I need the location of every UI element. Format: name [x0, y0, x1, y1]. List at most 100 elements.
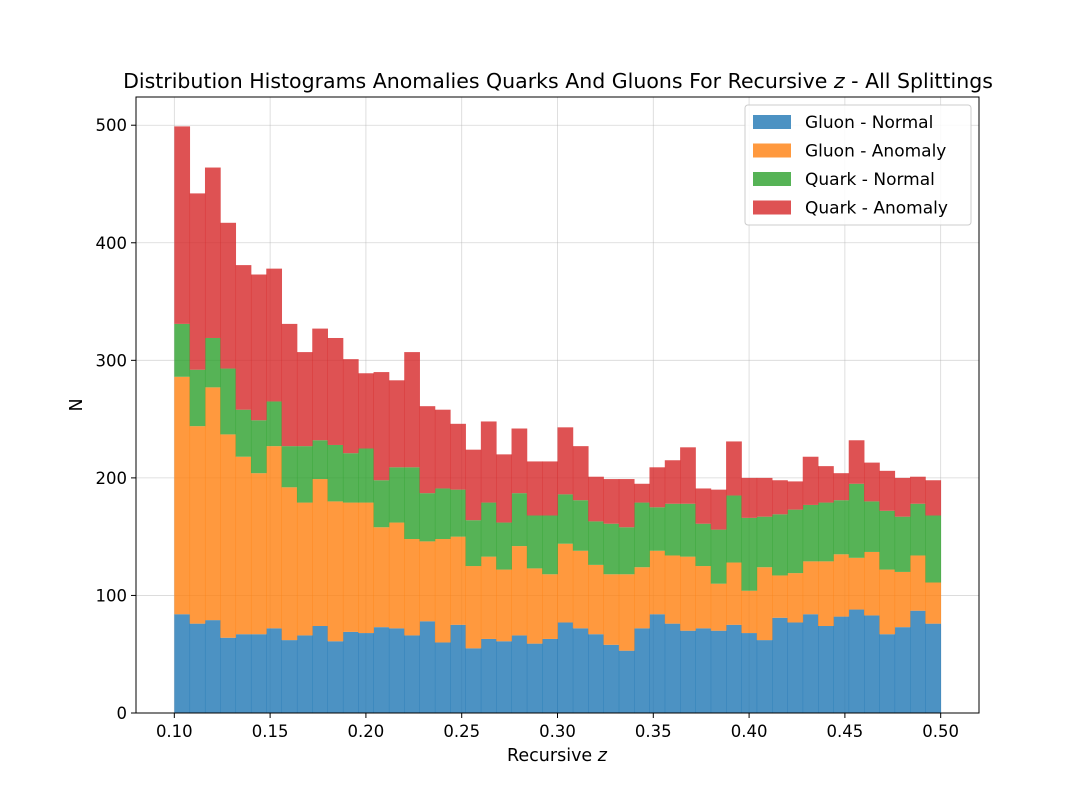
histogram-bar: [235, 409, 252, 457]
histogram-bar: [618, 527, 635, 575]
histogram-bar: [833, 500, 850, 555]
series-quark-normal: [174, 323, 942, 591]
histogram-bar: [388, 380, 405, 468]
histogram-bar: [818, 502, 834, 562]
series-gluon-normal: [174, 609, 942, 713]
histogram-bar: [526, 515, 543, 569]
histogram-bar: [710, 529, 727, 584]
histogram-bar: [373, 480, 390, 528]
y-tick-label: 0: [117, 704, 128, 723]
histogram-bar: [618, 574, 635, 651]
histogram-bar: [434, 539, 451, 643]
histogram-bar: [404, 539, 420, 636]
histogram-bar: [542, 638, 558, 713]
histogram-bar: [434, 642, 451, 713]
histogram-bar: [818, 561, 834, 627]
histogram-bar: [250, 634, 267, 713]
histogram-bar: [772, 617, 788, 713]
x-tick-label: 0.20: [348, 722, 385, 741]
histogram-bar: [342, 453, 359, 503]
histogram-bar: [250, 420, 267, 474]
histogram-bar: [741, 590, 758, 634]
x-tick-label: 0.30: [539, 722, 576, 741]
x-tick-label: 0.45: [827, 722, 864, 741]
histogram-bar: [235, 634, 252, 713]
histogram-bar: [848, 483, 865, 558]
histogram-bar: [818, 626, 834, 713]
histogram-bar: [465, 648, 482, 713]
histogram-bar: [557, 543, 574, 623]
histogram-bar: [373, 372, 390, 481]
histogram-bar: [557, 427, 574, 495]
histogram-bar: [220, 637, 237, 713]
legend-swatch: [753, 143, 791, 158]
histogram-bar: [496, 569, 512, 642]
x-tick-label: 0.25: [443, 722, 480, 741]
histogram-bar: [312, 479, 328, 627]
histogram-bar: [618, 650, 635, 713]
histogram-bar: [879, 470, 896, 511]
x-axis-ticks: 0.10 0.15 0.20 0.25 0.30 0.35 0.40 0.45 0.50: [156, 713, 959, 741]
histogram-bar: [266, 446, 283, 629]
histogram-bar: [542, 461, 558, 516]
histogram-bar: [864, 462, 880, 502]
histogram-bar: [450, 423, 466, 490]
series-gluon-anomaly: [174, 376, 942, 651]
histogram-bar: [388, 522, 405, 629]
histogram-bar: [664, 460, 681, 504]
histogram-bar: [557, 622, 574, 713]
histogram-bar: [189, 193, 206, 370]
histogram-bar: [818, 466, 834, 503]
histogram-bar: [174, 614, 191, 713]
histogram-bar: [465, 566, 482, 649]
y-axis-label: N: [67, 398, 87, 411]
histogram-bar: [741, 517, 758, 591]
histogram-bar: [802, 504, 819, 562]
histogram-bar: [496, 641, 512, 713]
histogram-bar: [465, 520, 482, 567]
histogram-bar: [174, 126, 191, 324]
legend-label: Gluon - Anomaly: [805, 142, 946, 162]
histogram-bar: [864, 615, 880, 713]
histogram-bar: [787, 509, 804, 574]
histogram-bar: [695, 523, 712, 567]
histogram-bar: [680, 447, 696, 504]
legend-frame: [744, 104, 972, 226]
histogram-bar: [756, 516, 773, 568]
histogram-bar: [787, 622, 804, 713]
histogram-bar: [879, 634, 896, 713]
histogram-bar: [649, 467, 666, 508]
histogram-bar: [603, 574, 620, 645]
histogram-bar: [772, 575, 788, 618]
histogram-bar: [358, 448, 374, 503]
x-tick-label: 0.35: [635, 722, 672, 741]
histogram-bar: [358, 633, 374, 713]
histogram-bar: [649, 550, 666, 615]
histogram-bar: [342, 631, 359, 713]
histogram-bar: [496, 454, 512, 523]
histogram-bar: [603, 523, 620, 575]
histogram-bar: [634, 483, 650, 503]
histogram-bar: [358, 502, 374, 634]
histogram-bar: [588, 521, 604, 565]
histogram-bar: [925, 480, 942, 516]
histogram-bar: [250, 473, 267, 635]
histogram-bar: [542, 574, 558, 639]
histogram-bar: [511, 493, 528, 547]
histogram-bar: [603, 644, 620, 713]
x-axis-label: Recursive z: [507, 746, 608, 766]
y-axis-ticks: 0 100 200 300 400 500: [96, 116, 136, 723]
histogram-bar: [894, 477, 911, 517]
histogram-bar: [787, 481, 804, 510]
histogram-bar: [526, 568, 543, 644]
histogram-bar: [266, 268, 283, 402]
histogram-bar: [296, 352, 313, 447]
histogram-bar: [879, 510, 896, 570]
y-tick-label: 300: [96, 351, 128, 370]
histogram-bar: [542, 515, 558, 575]
histogram-bar: [204, 167, 221, 338]
histogram-bar: [772, 514, 788, 576]
histogram-bar: [266, 628, 283, 713]
histogram-bar: [327, 337, 344, 445]
histogram-bar: [726, 624, 742, 713]
